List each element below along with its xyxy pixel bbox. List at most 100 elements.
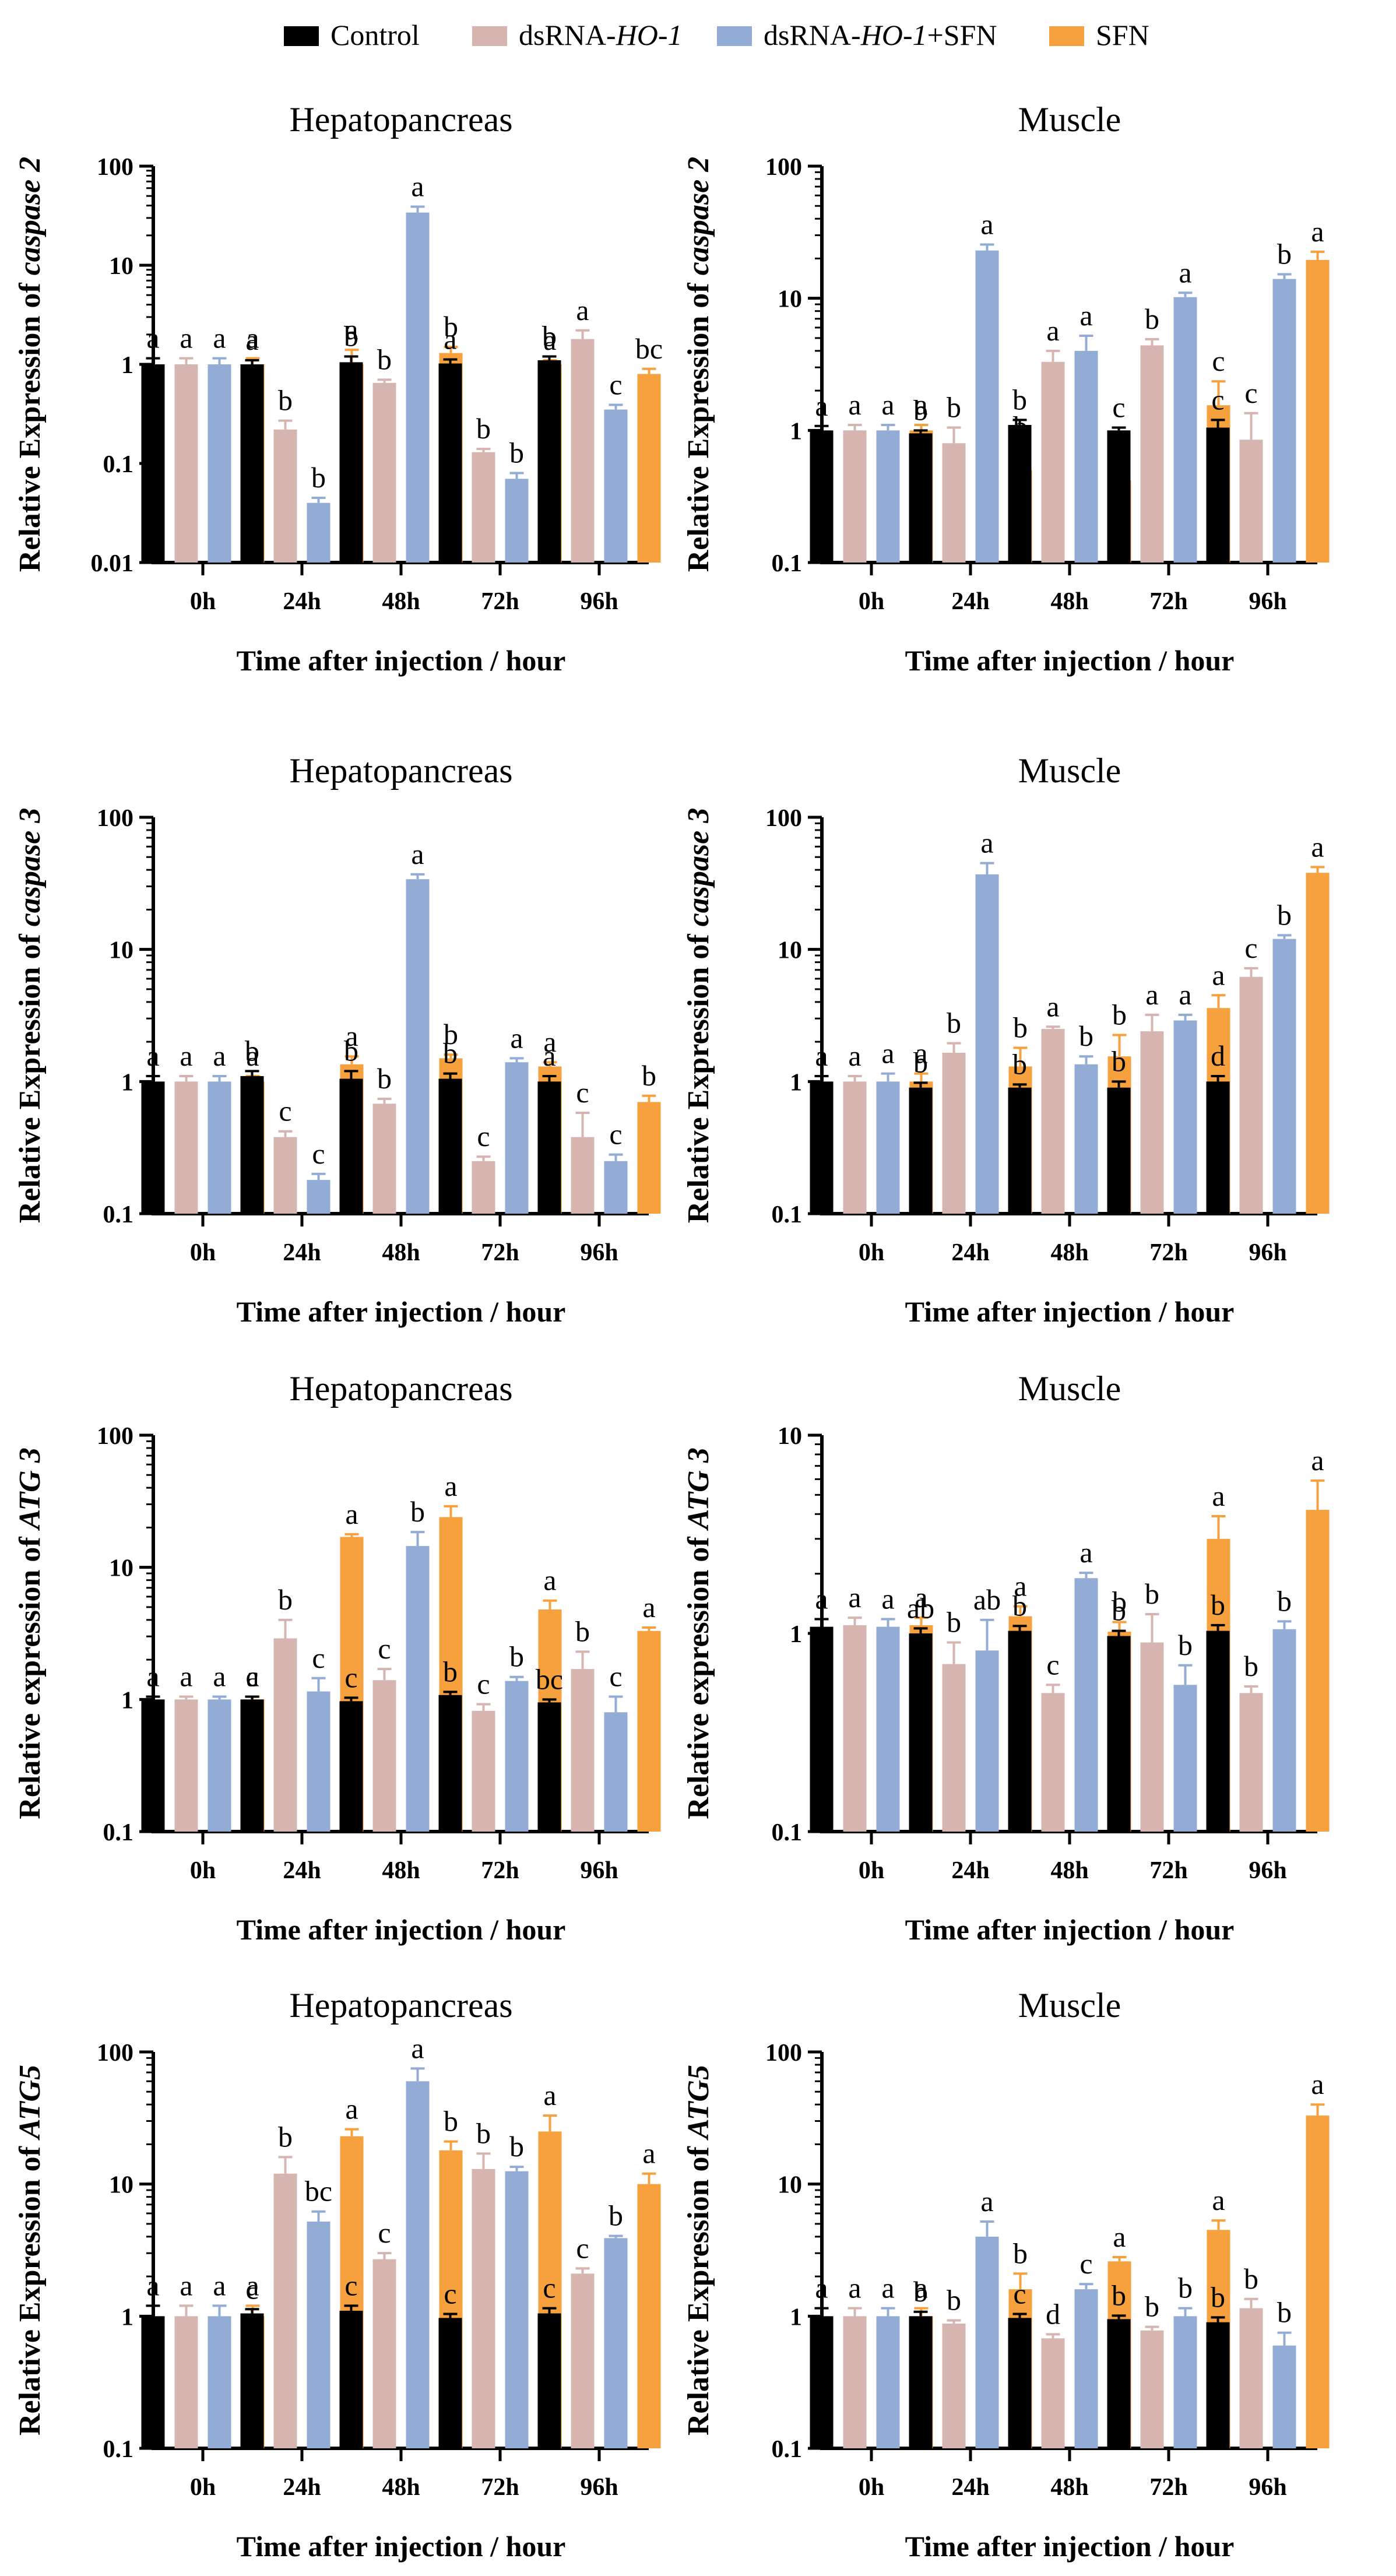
significance-label: a xyxy=(345,1498,358,1530)
significance-label: b xyxy=(1079,1020,1093,1052)
significance-label: b xyxy=(1013,1011,1028,1043)
bar xyxy=(339,1078,363,1214)
y-tick-label: 1 xyxy=(121,352,133,379)
bar xyxy=(1140,1642,1164,1832)
significance-label: c xyxy=(279,1095,291,1127)
bar xyxy=(1008,1087,1032,1214)
significance-label: b xyxy=(278,384,293,417)
x-tick-label: 0h xyxy=(859,2474,884,2501)
legend-label-sfn: SFN xyxy=(1096,19,1149,51)
x-tick-label: 72h xyxy=(481,2474,519,2501)
bar xyxy=(505,2171,529,2448)
x-tick-label: 72h xyxy=(1149,588,1187,615)
bar xyxy=(141,2316,165,2448)
x-tick-label: 72h xyxy=(481,588,519,615)
significance-label: b xyxy=(1012,383,1027,416)
bar xyxy=(240,2313,264,2448)
legend-swatch-dsrna-ho1 xyxy=(472,26,507,46)
significance-label: a xyxy=(510,1021,523,1054)
significance-label: b xyxy=(1277,898,1292,931)
significance-label: b xyxy=(1012,1048,1027,1080)
bar xyxy=(1306,873,1330,1214)
y-tick-label: 10 xyxy=(778,2172,802,2199)
y-axis-label: Relative Expression of caspase 3 xyxy=(682,808,715,1224)
bar xyxy=(1041,1693,1065,1832)
significance-label: a xyxy=(345,313,358,346)
significance-label: b xyxy=(609,2199,623,2232)
y-tick-label: 100 xyxy=(97,154,133,181)
significance-label: a xyxy=(848,1581,861,1614)
significance-label: a xyxy=(213,2269,226,2301)
bar xyxy=(1206,427,1230,563)
bar xyxy=(208,2316,231,2448)
significance-label: b xyxy=(443,1037,458,1070)
y-axis-label: Relative Expression of ATG5 xyxy=(682,2065,715,2436)
significance-label: c xyxy=(1079,2247,1092,2280)
significance-label: a xyxy=(980,208,993,241)
y-tick-label: 0.1 xyxy=(103,1201,134,1228)
bar xyxy=(1306,259,1330,563)
bar xyxy=(273,2173,297,2448)
x-tick-label: 48h xyxy=(382,1857,420,1884)
bar xyxy=(372,1104,396,1214)
x-tick-label: 0h xyxy=(859,1857,884,1884)
y-axis-label: Relative Expression of caspase 3 xyxy=(13,808,47,1224)
bar xyxy=(372,2259,396,2448)
x-axis-label: Time after injection / hour xyxy=(905,2530,1235,2563)
significance-label: c xyxy=(1112,391,1125,424)
y-tick-label: 10 xyxy=(778,1423,802,1450)
bar xyxy=(406,2081,430,2448)
bar xyxy=(1173,2316,1197,2448)
bar xyxy=(637,2184,661,2448)
y-tick-label: 0.1 xyxy=(772,1819,803,1846)
significance-label: a xyxy=(543,1039,555,1072)
significance-label: b xyxy=(476,412,491,445)
bar xyxy=(1041,361,1065,563)
bar xyxy=(1173,1020,1197,1214)
bar xyxy=(1272,939,1296,1214)
significance-label: a xyxy=(848,388,861,421)
bar xyxy=(307,502,330,563)
significance-label: b xyxy=(377,1062,392,1095)
significance-label: c xyxy=(378,1632,391,1665)
significance-label: a xyxy=(543,2079,556,2111)
y-axis-label: Relative Expression of caspase 2 xyxy=(682,157,715,572)
significance-label: a xyxy=(642,2137,655,2170)
bar xyxy=(810,2316,834,2448)
significance-label: b xyxy=(344,1034,358,1067)
significance-label: b xyxy=(913,2275,928,2308)
bar xyxy=(174,1081,198,1214)
bar xyxy=(810,1081,834,1214)
significance-label: a xyxy=(1212,2184,1225,2216)
significance-label: b xyxy=(443,1655,458,1688)
significance-label: b xyxy=(1244,2262,1258,2295)
significance-label: a xyxy=(915,1037,927,1070)
y-tick-label: 100 xyxy=(97,2040,133,2067)
significance-label: a xyxy=(1179,978,1191,1011)
bar xyxy=(1107,1636,1131,1832)
bar xyxy=(240,1076,264,1214)
significance-label: b xyxy=(642,1059,656,1092)
bar xyxy=(942,2323,966,2448)
significance-label: c xyxy=(477,1120,490,1152)
x-tick-label: 0h xyxy=(190,1239,216,1266)
chart-panel-7: Muscle Relative Expression of ATG5 Time af… xyxy=(682,1986,1330,2563)
bar xyxy=(372,1680,396,1832)
y-tick-label: 0.1 xyxy=(103,1819,134,1846)
significance-label: b xyxy=(1211,2280,1225,2313)
significance-label: a xyxy=(246,1039,259,1072)
significance-label: d xyxy=(1211,1039,1225,1072)
bar xyxy=(942,443,966,563)
x-tick-label: 72h xyxy=(1149,1239,1187,1266)
significance-label: b xyxy=(542,320,557,353)
x-tick-label: 48h xyxy=(382,2474,420,2501)
significance-label: b xyxy=(913,1046,928,1078)
bar xyxy=(604,409,628,563)
significance-label: b xyxy=(1112,2279,1126,2311)
significance-label: a xyxy=(246,2269,259,2301)
significance-label: a xyxy=(543,1564,556,1597)
significance-label: ab xyxy=(907,1591,934,1624)
bar xyxy=(909,2316,933,2448)
y-tick-label: 10 xyxy=(778,286,802,313)
